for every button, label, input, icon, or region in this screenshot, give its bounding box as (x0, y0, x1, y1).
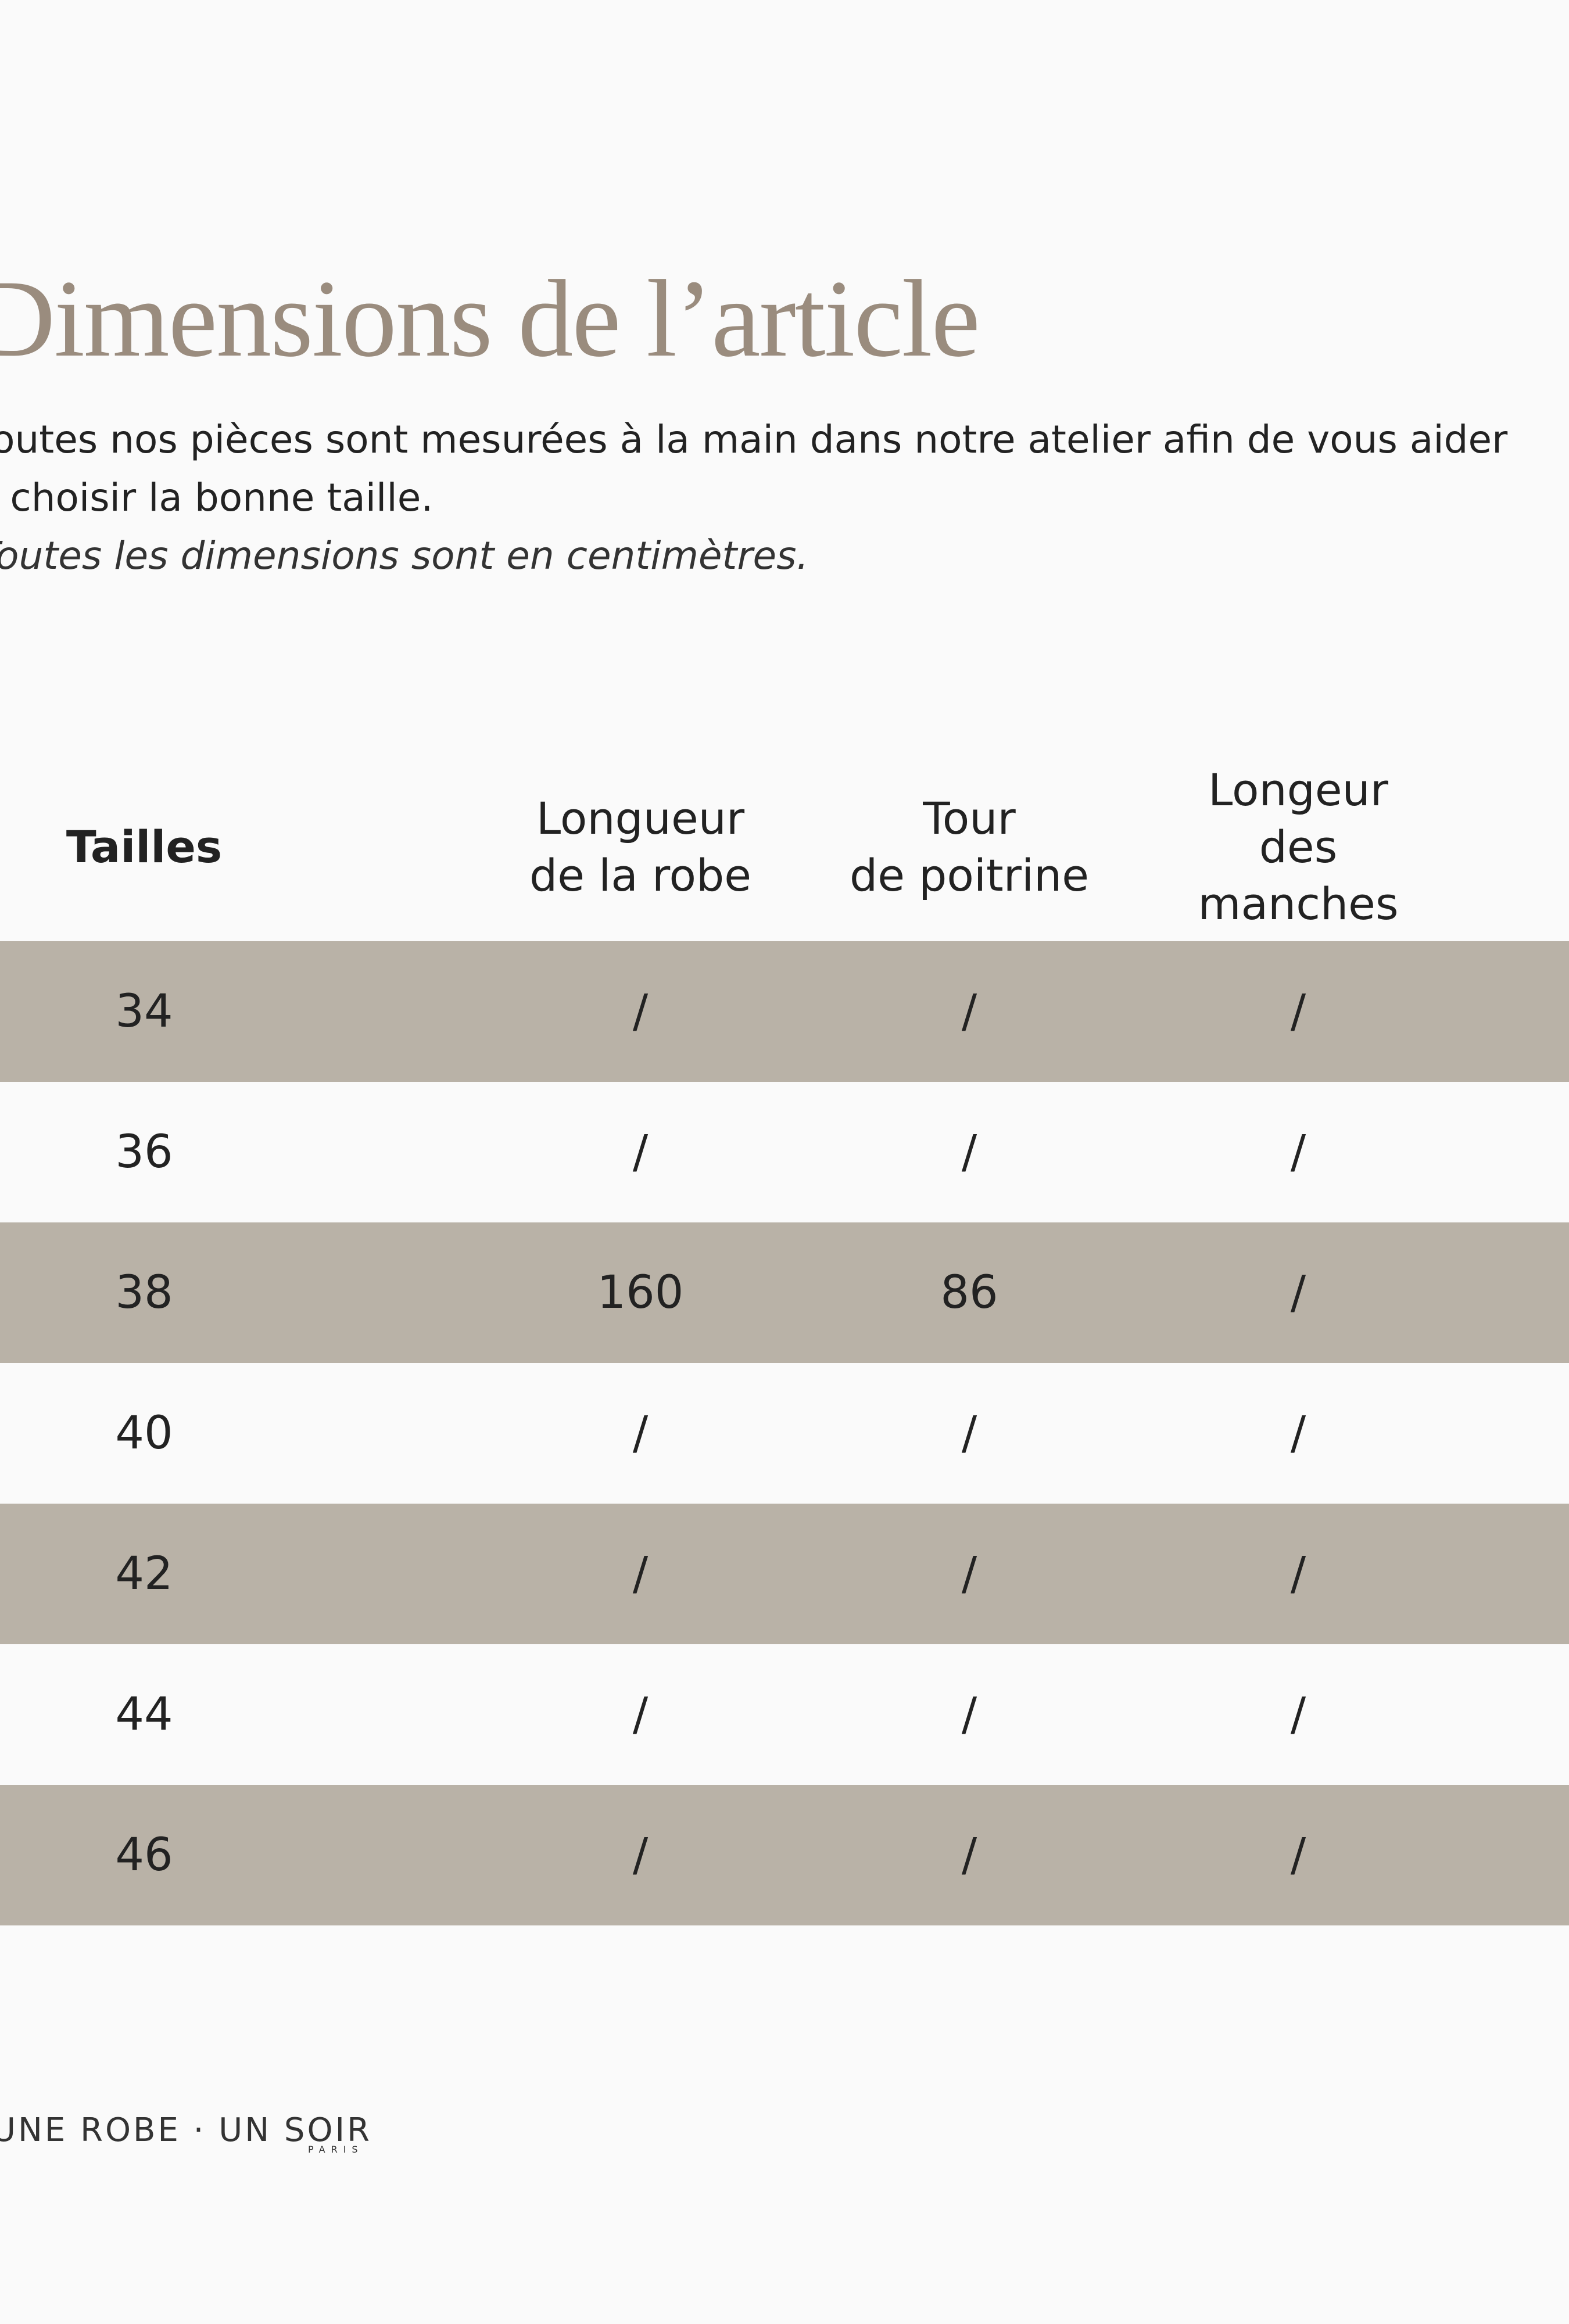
brand-logo: UNE ROBE · UN SOIR (0, 2111, 372, 2149)
table-cell: / (961, 1688, 977, 1741)
table-cell: / (961, 1407, 977, 1459)
table-cell: / (961, 1126, 977, 1178)
note: Toutes les dimensions sont en centimètre… (0, 533, 809, 578)
table-cell: 160 (597, 1267, 684, 1319)
column-header: Longueur de la robe (529, 792, 752, 901)
table-cell: / (1290, 1126, 1306, 1178)
table-cell: 46 (115, 1829, 173, 1881)
brand-city: PARIS (308, 2144, 364, 2155)
table-cell: / (1290, 985, 1306, 1038)
table-cell: / (1290, 1548, 1306, 1600)
table-cell: / (632, 1548, 649, 1600)
title: Dimensions de l’article (0, 258, 980, 380)
table-cell: / (1290, 1407, 1306, 1459)
table-cell: 34 (115, 985, 173, 1038)
column-header: Longeur des manches (1198, 764, 1399, 930)
description-line: à choisir la bonne taille. (0, 475, 434, 520)
table-cell: / (961, 985, 977, 1038)
table-cell: 38 (115, 1267, 173, 1319)
table-cell: / (632, 1126, 649, 1178)
table-cell: / (632, 1407, 649, 1459)
table-cell: / (961, 1548, 977, 1600)
table-cell: / (632, 985, 649, 1038)
table-row: 34 / / / (0, 941, 1569, 1082)
column-header: Tailles (66, 821, 223, 873)
table-cell: / (632, 1829, 649, 1881)
table-cell: 86 (940, 1267, 998, 1319)
table-row: 36 / / / (0, 1082, 1569, 1222)
table-cell: 40 (115, 1407, 173, 1459)
table-cell: 44 (115, 1688, 173, 1741)
table-cell: / (1290, 1829, 1306, 1881)
table-cell: / (1290, 1688, 1306, 1741)
table-row: 42 / / / (0, 1504, 1569, 1644)
table-row: 38 160 86 / (0, 1222, 1569, 1363)
table-cell: 42 (115, 1548, 173, 1600)
table-cell: / (1290, 1267, 1306, 1319)
table-cell: / (632, 1688, 649, 1741)
table-row: 44 / / / (0, 1644, 1569, 1785)
table-row: 46 / / / (0, 1785, 1569, 1925)
table-cell: / (961, 1829, 977, 1881)
table-row: 40 / / / (0, 1363, 1569, 1504)
column-header: Tour de poitrine (849, 792, 1090, 901)
table-cell: 36 (115, 1126, 173, 1178)
description-line: Toutes nos pièces sont mesurées à la mai… (0, 417, 1508, 462)
